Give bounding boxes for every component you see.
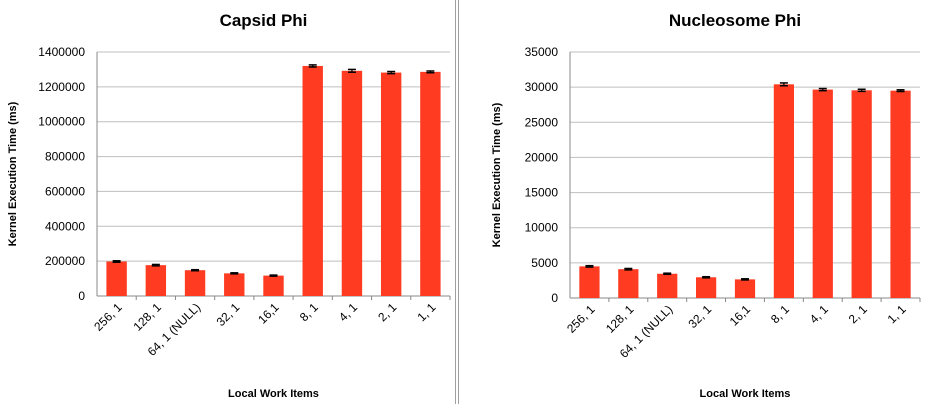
nucleosome-phi-bar <box>734 279 756 298</box>
nucleosome-phi-x-tick-label: 32, 1 <box>685 302 714 331</box>
capsid-phi-x-tick-label: 2, 1 <box>375 300 399 324</box>
nucleosome-phi-y-tick-label: 5000 <box>531 256 558 270</box>
nucleosome-phi-bar <box>618 269 639 298</box>
nucleosome-phi-y-tick-label: 10000 <box>525 221 559 235</box>
capsid-phi-x-tick-label: 8, 1 <box>297 300 321 324</box>
nucleosome-phi-bar <box>696 277 717 298</box>
nucleosome-phi-y-tick-label: 0 <box>551 291 558 305</box>
capsid-phi-x-tick-label: 32, 1 <box>214 300 243 329</box>
nucleosome-phi-bar <box>851 90 872 298</box>
nucleosome-phi-bar <box>890 90 911 299</box>
capsid-phi-bar <box>145 265 167 296</box>
capsid-phi-bar <box>341 70 363 296</box>
nucleosome-phi-x-tick-label: 2, 1 <box>846 302 870 326</box>
nucleosome-phi-bar <box>773 84 794 299</box>
capsid-phi-chart: Capsid Phi 0 200000 400000 600000 800000 10000… <box>7 11 451 400</box>
nucleosome-phi-x-tick-label: 16,1 <box>727 302 754 329</box>
capsid-phi-chart-panel: Capsid Phi 0 200000 400000 600000 800000 10000… <box>0 0 460 404</box>
nucleosome-phi-bar <box>812 89 833 298</box>
nucleosome-phi-x-tick-label: 8, 1 <box>768 302 792 326</box>
nucleosome-phi-y-axis-label: Kernel Execution Time (ms) <box>491 102 503 247</box>
nucleosome-phi-bar <box>657 273 678 298</box>
capsid-phi-y-tick-label: 1400000 <box>38 45 85 59</box>
nucleosome-phi-y-tick-label: 35000 <box>525 45 559 59</box>
capsid-phi-y-tick-label: 0 <box>78 289 85 303</box>
nucleosome-phi-y-tick-label: 20000 <box>525 150 559 164</box>
nucleosome-phi-y-tick-label: 15000 <box>525 186 559 200</box>
capsid-phi-y-axis-label: Kernel Execution Time (ms) <box>7 101 19 246</box>
capsid-phi-y-tick-label: 800000 <box>45 150 85 164</box>
capsid-phi-bar <box>224 273 245 296</box>
capsid-phi-x-axis-label: Local Work Items <box>228 388 319 400</box>
capsid-phi-y-tick-label: 1000000 <box>38 115 85 129</box>
nucleosome-phi-x-axis-label: Local Work Items <box>700 388 791 400</box>
nucleosome-phi-bar <box>579 266 600 298</box>
capsid-phi-y-tick-label: 200000 <box>45 254 85 268</box>
capsid-phi-x-tick-label: 4, 1 <box>336 300 360 324</box>
capsid-phi-x-tick-label: 256, 1 <box>91 300 125 334</box>
capsid-phi-y-tick-label: 400000 <box>45 219 85 233</box>
nucleosome-phi-x-tick-label: 128, 1 <box>603 302 637 336</box>
nucleosome-phi-y-tick-label: 30000 <box>525 80 559 94</box>
capsid-phi-bar <box>184 270 206 296</box>
nucleosome-phi-x-tick-label: 1, 1 <box>885 302 909 326</box>
nucleosome-phi-chart: Nucleosome Phi 0 5000 10000 15000 20000 25000 3… <box>491 11 921 400</box>
panel-divider <box>455 0 459 404</box>
capsid-phi-y-tick-label: 600000 <box>45 184 85 198</box>
capsid-phi-bar <box>420 71 441 297</box>
capsid-phi-bar <box>380 72 402 297</box>
nucleosome-phi-x-tick-label: 4, 1 <box>807 302 831 326</box>
capsid-phi-title: Capsid Phi <box>220 11 308 30</box>
capsid-phi-x-tick-label: 1, 1 <box>414 300 438 324</box>
capsid-phi-y-tick-label: 1200000 <box>38 80 85 94</box>
capsid-phi-bar <box>302 65 323 296</box>
capsid-phi-bar <box>263 275 284 296</box>
nucleosome-phi-x-tick-label: 256, 1 <box>564 302 598 336</box>
nucleosome-phi-title: Nucleosome Phi <box>669 11 801 30</box>
capsid-phi-bar <box>106 261 127 296</box>
capsid-phi-x-tick-label: 16,1 <box>255 300 282 327</box>
nucleosome-phi-y-tick-label: 25000 <box>525 115 559 129</box>
nucleosome-phi-chart-panel: Nucleosome Phi 0 5000 10000 15000 20000 25000 3… <box>470 0 930 404</box>
capsid-phi-x-tick-label: 128, 1 <box>130 300 164 334</box>
